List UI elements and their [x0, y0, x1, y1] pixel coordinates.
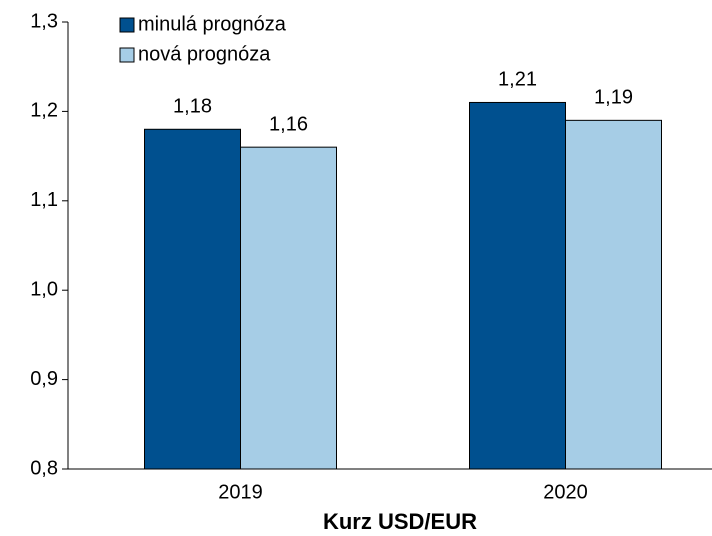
- bar: [240, 146, 337, 470]
- value-label: 1,18: [173, 96, 212, 118]
- legend-label: minulá prognóza: [138, 13, 287, 35]
- legend-swatch: [119, 17, 135, 33]
- y-tick-label: 1,3: [30, 10, 58, 32]
- y-tick-label: 0,9: [30, 368, 58, 390]
- value-label: 1,16: [269, 113, 308, 135]
- value-label: 1,21: [498, 69, 537, 91]
- legend-label: nová prognóza: [138, 43, 271, 65]
- bar: [469, 101, 566, 470]
- chart-title: Kurz USD/EUR: [323, 509, 477, 534]
- y-tick-label: 1,1: [30, 189, 58, 211]
- legend-swatch: [119, 47, 135, 63]
- x-tick-label: 2020: [543, 481, 588, 503]
- bar: [565, 119, 662, 470]
- y-tick-label: 1,0: [30, 278, 58, 300]
- x-tick-label: 2019: [218, 481, 263, 503]
- y-tick-label: 1,2: [30, 100, 58, 122]
- bar: [144, 128, 241, 470]
- value-label: 1,19: [594, 87, 633, 109]
- y-tick-label: 0,8: [30, 457, 58, 479]
